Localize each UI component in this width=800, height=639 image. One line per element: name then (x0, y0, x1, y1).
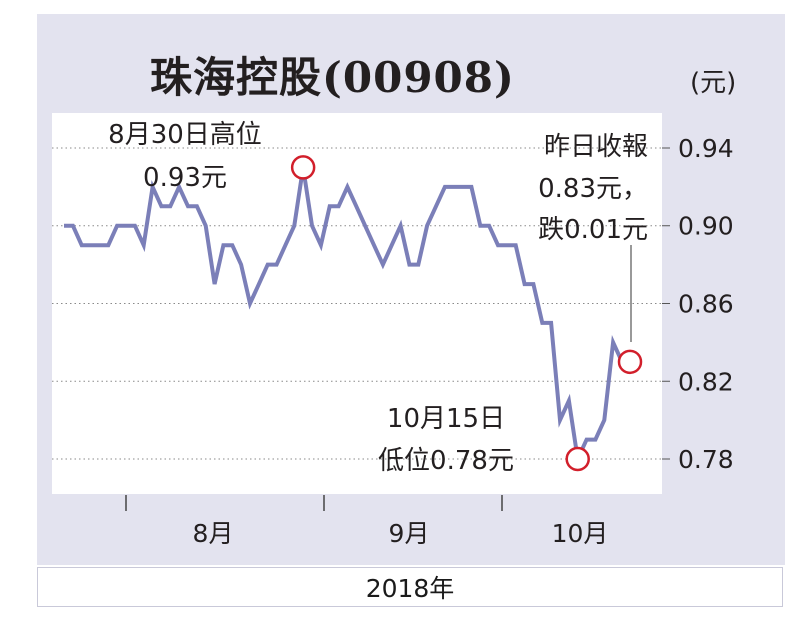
year-label: 2018年 (37, 567, 783, 607)
annotation-text: 10月15日 (387, 404, 505, 434)
price-line (64, 167, 624, 466)
series-layer (64, 167, 624, 466)
y-axis-ticks: 0.94 0.90 0.86 0.82 0.78 (662, 134, 734, 474)
annotation-text: 低位0.78元 (378, 446, 514, 476)
annotation-text: 0.93元 (143, 163, 227, 193)
annotation-text: 跌0.01元 (538, 215, 648, 245)
y-tick-label: 0.78 (678, 445, 734, 474)
annotation-text: 8月30日高位 (108, 120, 262, 150)
annotation-text: 0.83元， (538, 174, 648, 204)
y-tick-label: 0.82 (678, 367, 734, 396)
annotation-marker (290, 155, 316, 180)
annotation-marker (565, 446, 590, 472)
annotation-marker (617, 349, 643, 375)
x-axis-months: 8月 9月 10月 (125, 495, 609, 548)
y-tick-label: 0.94 (678, 134, 734, 163)
month-label: 10月 (552, 519, 609, 548)
annotation-text: 昨日收報 (544, 132, 648, 162)
y-tick-label: 0.86 (678, 290, 734, 319)
unit-label: (元) (690, 68, 737, 98)
y-tick-label: 0.90 (678, 212, 734, 241)
plot-area (52, 113, 662, 494)
chart-title: 珠海控股(00908) (150, 53, 515, 102)
month-label: 8月 (193, 519, 234, 548)
month-label: 9月 (389, 519, 430, 548)
